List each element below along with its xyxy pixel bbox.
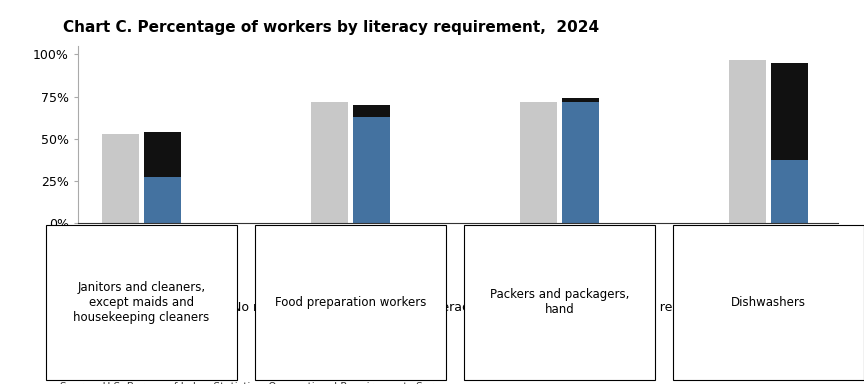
- Text: Food preparation workers: Food preparation workers: [275, 296, 426, 309]
- Bar: [520, 102, 557, 223]
- Text: Dishwashers: Dishwashers: [731, 296, 806, 309]
- Legend: No minimum education, Literacy required, Literacy not required: No minimum education, Literacy required,…: [199, 296, 717, 319]
- Bar: [562, 98, 599, 102]
- Text: Janitors and cleaners,
except maids and
housekeeping cleaners: Janitors and cleaners, except maids and …: [73, 281, 210, 324]
- Bar: [771, 161, 808, 223]
- Bar: [144, 132, 181, 177]
- Text: Chart C. Percentage of workers by literacy requirement,  2024: Chart C. Percentage of workers by litera…: [62, 20, 599, 35]
- Bar: [562, 102, 599, 223]
- Bar: [729, 60, 766, 223]
- Text: Source: U.S. Bureau of Labor Statistics, Occupational Requirements Survey: Source: U.S. Bureau of Labor Statistics,…: [60, 382, 453, 384]
- Bar: [771, 63, 808, 161]
- Text: Packers and packagers,
hand: Packers and packagers, hand: [490, 288, 629, 316]
- Bar: [353, 105, 390, 117]
- Bar: [102, 134, 139, 223]
- Bar: [311, 102, 348, 223]
- Bar: [353, 117, 390, 223]
- Bar: [144, 177, 181, 223]
